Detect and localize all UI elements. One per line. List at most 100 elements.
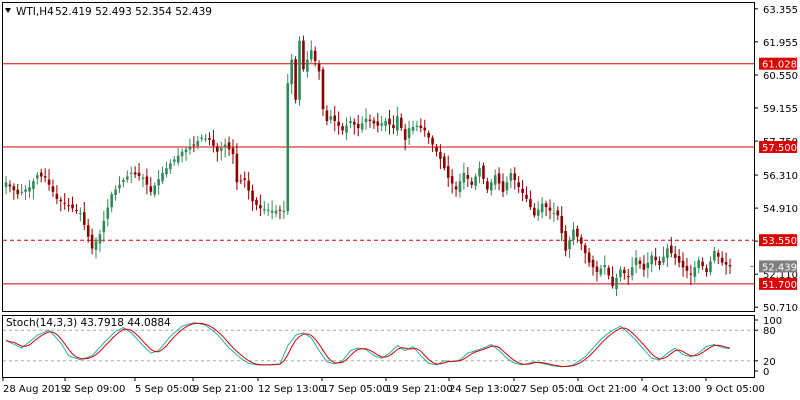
level-price-label: 51.700 (762, 280, 797, 291)
time-tick-label: 1 Oct 21:00 (578, 384, 637, 395)
candle-body (189, 147, 192, 150)
candle-body (498, 173, 501, 183)
candle-body (298, 41, 301, 100)
candle-body (572, 230, 575, 240)
level-price-label: 53.550 (762, 236, 797, 247)
candle-body (106, 208, 109, 219)
candle-body (165, 168, 168, 174)
candle-body (157, 179, 160, 185)
candle-body (40, 173, 43, 177)
chart-header: WTI,H4 52.419 52.493 52.354 52.439 (5, 6, 212, 18)
candle-body (302, 41, 305, 69)
candle-body (9, 185, 12, 187)
candle-body (79, 213, 82, 214)
candle-body (142, 178, 145, 179)
candle-body (200, 138, 203, 139)
candle-body (447, 166, 450, 177)
stoch-tick-label: 80 (763, 326, 776, 337)
candle-body (236, 154, 239, 183)
candle-body (466, 175, 469, 179)
candle-body (330, 116, 333, 119)
candle-body (690, 274, 693, 275)
candle-body (701, 262, 704, 266)
candle-body (490, 182, 493, 190)
candle-body (643, 264, 646, 270)
candle-body (420, 126, 423, 128)
candle-body (318, 64, 321, 72)
candle-body (693, 267, 696, 276)
candle-body (87, 225, 90, 236)
candle-body (95, 241, 98, 249)
candle-body (169, 163, 172, 169)
candle-body (729, 265, 732, 266)
candle-body (482, 166, 485, 179)
candle-body (725, 262, 728, 264)
candle-body (341, 126, 344, 130)
candle-body (478, 168, 481, 176)
candle-body (67, 205, 70, 206)
candle-body (455, 186, 458, 189)
candle-body (549, 208, 552, 211)
candle-body (275, 211, 278, 214)
candle-body (32, 181, 35, 189)
time-tick-label: 4 Oct 13:00 (642, 384, 701, 395)
candle-body (322, 69, 325, 109)
candle-body (662, 257, 665, 263)
candle-body (83, 212, 86, 225)
price-tick-label: 50.710 (763, 303, 798, 314)
candle-body (146, 176, 149, 184)
candle-body (717, 253, 720, 257)
price-tick-label: 54.910 (763, 204, 798, 215)
candle-body (529, 199, 532, 207)
price-tick-label: 63.355 (763, 5, 798, 16)
time-tick-label: 27 Sep 05:00 (514, 384, 581, 395)
candle-body (75, 210, 78, 211)
candle-body (533, 208, 536, 216)
candle-body (557, 211, 560, 216)
candle-body (91, 235, 94, 249)
candle-body (439, 152, 442, 159)
candle-body (682, 261, 685, 268)
candle-body (279, 210, 282, 211)
candle-body (627, 276, 630, 277)
candle-body (173, 160, 176, 162)
candle-body (36, 175, 39, 178)
candle-body (600, 269, 603, 275)
candle-body (416, 126, 419, 127)
candle-body (259, 205, 262, 208)
time-tick-label: 9 Sep 21:00 (193, 384, 253, 395)
candle-body (584, 245, 587, 253)
time-tick-label: 2 Sep 09:00 (65, 384, 125, 395)
price-tick-label: 56.310 (763, 171, 798, 182)
stoch-label: Stoch(14,3,3) 43.7918 44.0884 (6, 317, 171, 329)
level-price-label: 57.500 (762, 143, 797, 154)
candle-body (713, 251, 716, 261)
candle-body (333, 116, 336, 121)
candle-body (56, 194, 59, 199)
candle-body (216, 146, 219, 151)
level-price-label: 61.028 (762, 60, 797, 71)
candle-body (110, 194, 113, 207)
candle-body (314, 51, 317, 61)
candle-body (678, 256, 681, 263)
candle-body (212, 140, 215, 146)
candle-body (337, 122, 340, 126)
candle-body (361, 123, 364, 129)
candle-body (545, 203, 548, 207)
symbol-label: WTI,H4 (16, 6, 54, 18)
candle-body (576, 229, 579, 237)
candle-body (251, 191, 254, 202)
candle-body (635, 258, 638, 265)
candle-body (619, 270, 622, 278)
current-price-label: 52.439 (762, 262, 797, 273)
candle-body (427, 133, 430, 138)
candle-body (71, 204, 74, 208)
candle-body (521, 189, 524, 193)
candle-body (286, 83, 289, 211)
candle-body (369, 120, 372, 121)
candle-body (647, 263, 650, 268)
time-tick-label: 17 Sep 05:00 (322, 384, 389, 395)
candle-body (122, 180, 125, 182)
candle-body (24, 189, 27, 191)
